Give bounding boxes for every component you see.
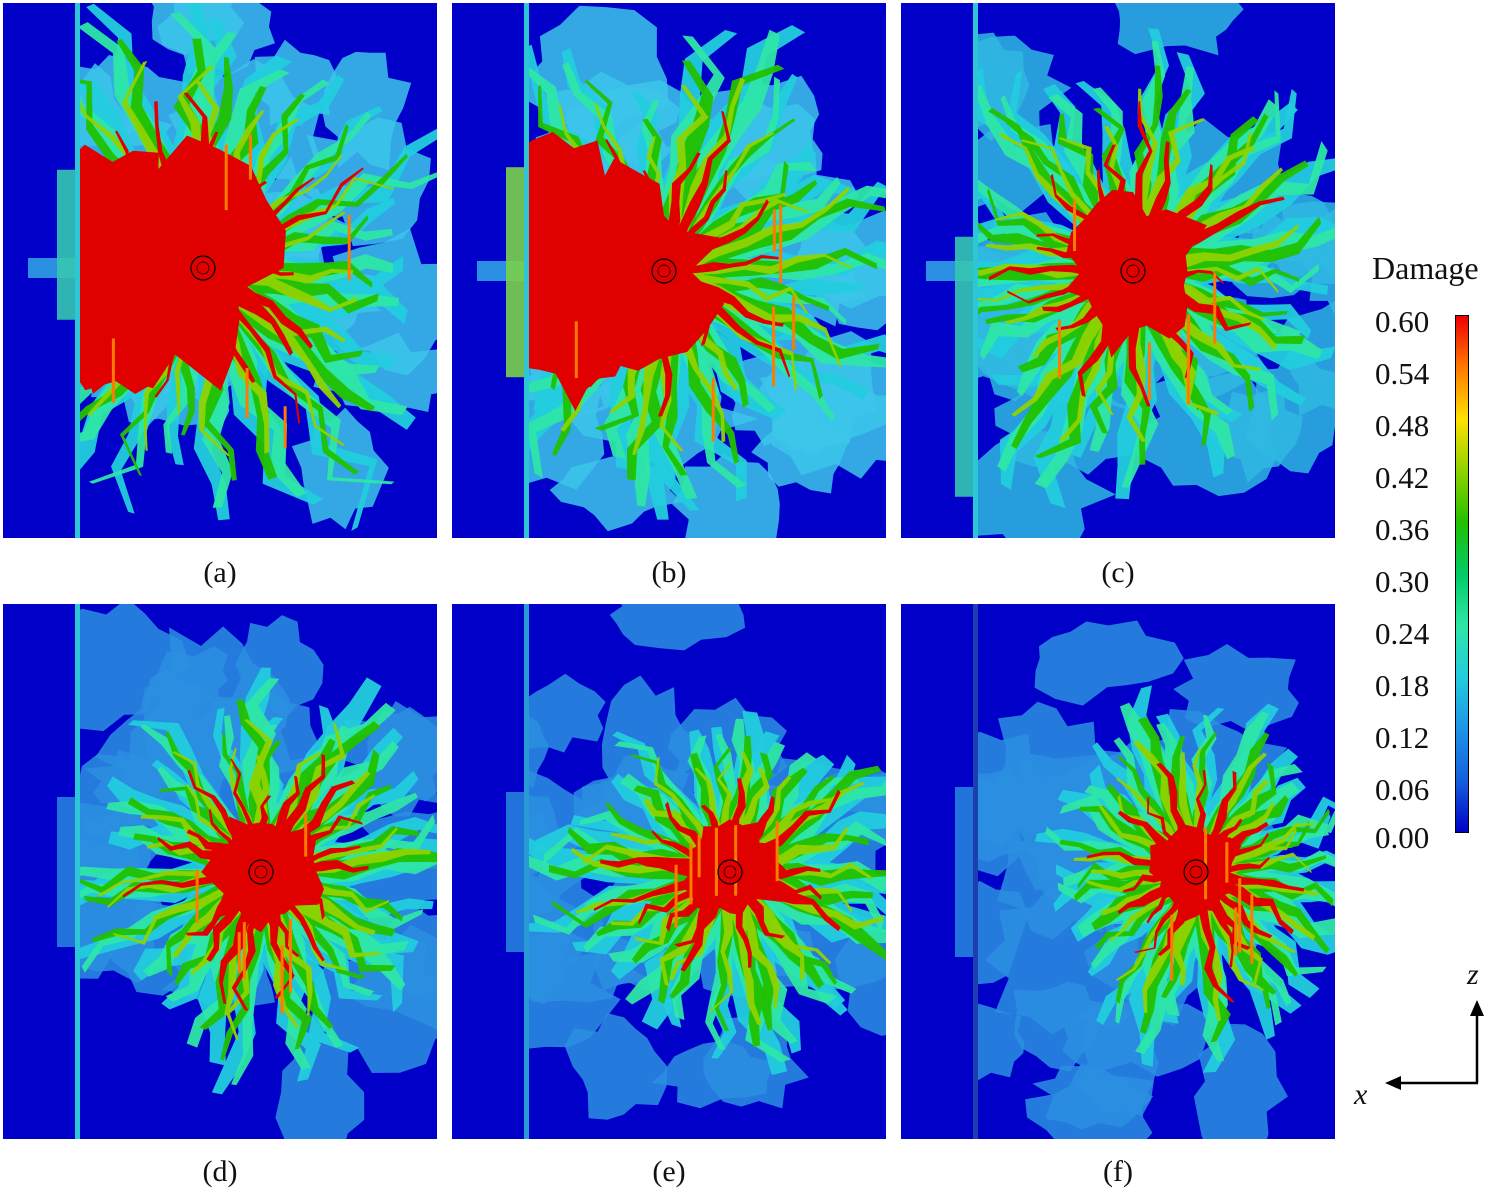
contour-plot [901, 3, 1335, 538]
colorbar-tick: 0.24 [1375, 616, 1430, 651]
colorbar-tick: 0.18 [1375, 668, 1430, 703]
charge-marker [1120, 258, 1146, 284]
x-axis-label: x [1354, 1078, 1368, 1111]
panel-label: (b) [651, 556, 687, 589]
colorbar-tick: 0.36 [1375, 512, 1430, 547]
damage-zone [901, 620, 1335, 1139]
panel-label: (d) [202, 1155, 238, 1188]
wall-line [973, 3, 978, 538]
axis-arrows [1385, 1000, 1484, 1090]
colorbar [1455, 315, 1469, 833]
panel-label: (a) [203, 556, 237, 589]
panel-label: (f) [1103, 1155, 1133, 1188]
colorbar-tick: 0.48 [1375, 408, 1430, 443]
panel-d [3, 604, 437, 1139]
colorbar-tick: 0.60 [1375, 304, 1430, 339]
contour-plot [452, 604, 886, 1139]
panel-f [901, 604, 1335, 1139]
charge-marker [717, 859, 743, 885]
panel-label: (c) [1101, 556, 1135, 589]
charge-marker [248, 859, 274, 885]
z-axis-label: z [1467, 958, 1479, 991]
panel-a [3, 3, 437, 538]
charge-marker [1183, 859, 1209, 885]
contour-plot [3, 3, 437, 538]
panel-e [452, 604, 886, 1139]
colorbar-tick: 0.12 [1375, 720, 1430, 755]
contour-plot [3, 604, 437, 1139]
wall-line [524, 3, 529, 538]
panel-c [901, 3, 1335, 538]
wall-line [524, 604, 529, 1139]
panel-label: (e) [652, 1155, 686, 1188]
colorbar-tick: 0.06 [1375, 772, 1430, 807]
contour-plot [901, 604, 1335, 1139]
colorbar-tick: 0.42 [1375, 460, 1430, 495]
contour-plot [452, 3, 886, 538]
damage-zone [901, 3, 1335, 538]
damage-zone [3, 604, 437, 1139]
wall-line [75, 3, 80, 538]
colorbar-tick: 0.30 [1375, 564, 1430, 599]
panel-b [452, 3, 886, 538]
damage-zone [3, 3, 437, 531]
charge-marker [190, 255, 216, 281]
colorbar-tick: 0.54 [1375, 356, 1430, 391]
colorbar-tick: 0.00 [1375, 820, 1430, 855]
colorbar-title: Damage [1372, 250, 1479, 286]
charge-marker [651, 258, 677, 284]
wall-line [75, 604, 80, 1139]
wall-line [973, 604, 978, 1139]
